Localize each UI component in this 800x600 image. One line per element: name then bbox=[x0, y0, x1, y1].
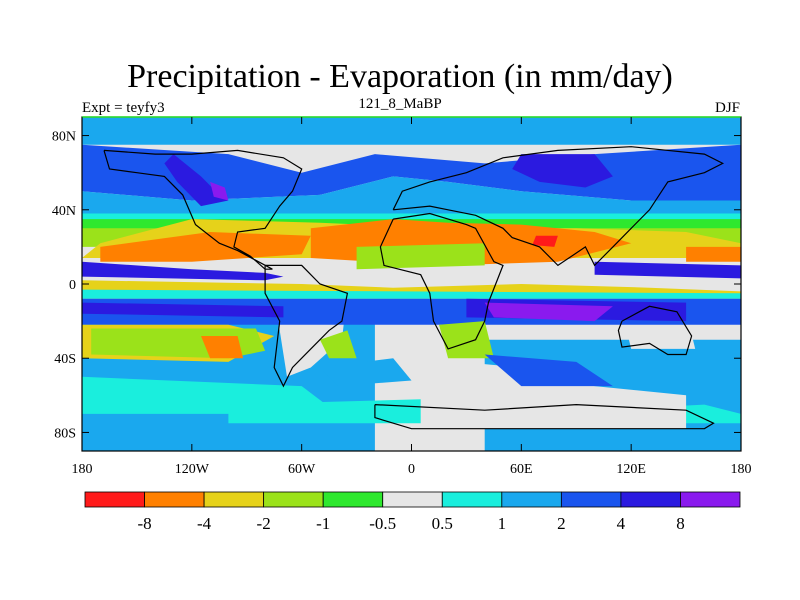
colorbar-label: -8 bbox=[137, 514, 151, 533]
field-region-22 bbox=[356, 243, 485, 270]
colorbar-swatch bbox=[441, 491, 503, 508]
x-tick-label: 60W bbox=[288, 462, 316, 477]
colorbar-swatch bbox=[144, 491, 205, 508]
colorbar-label: 2 bbox=[557, 514, 566, 533]
map-regions bbox=[82, 117, 741, 451]
field-region-30 bbox=[484, 302, 613, 322]
colorbar-label: 4 bbox=[617, 514, 626, 533]
field-region-34 bbox=[320, 330, 357, 359]
x-tick-label: 180 bbox=[72, 462, 93, 477]
field-region-28 bbox=[82, 302, 284, 318]
coastline-5 bbox=[374, 403, 715, 430]
y-tick-label: 40N bbox=[52, 204, 76, 219]
colorbar-swatch bbox=[84, 491, 145, 508]
colorbar-label: 0.5 bbox=[432, 514, 453, 533]
colorbar-swatch bbox=[203, 491, 265, 508]
field-region-6 bbox=[420, 358, 687, 429]
colorbar-swatch bbox=[680, 491, 741, 508]
page-title: Precipitation - Evaporation (in mm/day) bbox=[127, 58, 673, 95]
field-region-10 bbox=[82, 176, 741, 220]
field-region-20 bbox=[686, 246, 741, 262]
field-region-21 bbox=[532, 235, 558, 247]
x-tick-label: 120W bbox=[175, 462, 210, 477]
y-tick-label: 80S bbox=[54, 426, 76, 441]
coastline-2 bbox=[379, 212, 504, 350]
field-region-18 bbox=[100, 232, 311, 262]
colorbar-swatch bbox=[560, 491, 622, 508]
x-tick-label: 180 bbox=[731, 462, 752, 477]
colorbar-swatch bbox=[263, 491, 324, 508]
map-coastlines bbox=[103, 146, 725, 430]
coastline-3 bbox=[392, 146, 725, 267]
y-tick-label: 40S bbox=[54, 352, 76, 367]
field-region-24 bbox=[594, 261, 741, 279]
colorbar-swatch bbox=[501, 491, 562, 508]
field-region-8 bbox=[82, 117, 741, 145]
coastline-1 bbox=[264, 264, 349, 388]
field-region-36 bbox=[439, 321, 494, 359]
x-tick-label: 120E bbox=[616, 462, 646, 477]
colorbar-label: -2 bbox=[257, 514, 271, 533]
coastline-0 bbox=[103, 149, 303, 270]
field-region-23 bbox=[82, 261, 284, 281]
field-region-37 bbox=[484, 354, 613, 387]
colorbar-label: -4 bbox=[197, 514, 212, 533]
expt-label: Expt = teyfy3 bbox=[82, 100, 165, 116]
season-label: DJF bbox=[714, 100, 740, 116]
colorbar-label: 1 bbox=[498, 514, 507, 533]
run-label: 121_8_MaBP bbox=[358, 96, 442, 112]
field-region-13 bbox=[210, 181, 229, 201]
colorbar-label: 8 bbox=[676, 514, 685, 533]
colorbar-swatch bbox=[620, 491, 681, 508]
field-region-14 bbox=[512, 154, 613, 188]
field-region-12 bbox=[164, 154, 229, 207]
y-tick-label: 0 bbox=[69, 278, 76, 293]
y-axis: 80N 40N 0 40S 80S bbox=[52, 130, 741, 441]
x-tick-label: 0 bbox=[408, 462, 415, 477]
colorbar-label: -0.5 bbox=[369, 514, 396, 533]
field-region-35 bbox=[320, 358, 412, 387]
x-tick-label: 60E bbox=[510, 462, 533, 477]
field-region-26 bbox=[82, 289, 741, 299]
colorbar-swatch bbox=[382, 491, 443, 508]
colorbar-swatch bbox=[322, 491, 384, 508]
y-tick-label: 80N bbox=[52, 130, 76, 145]
colorbar: -8 -4 -2 -1 -0.5 0.5 1 2 4 8 bbox=[84, 491, 741, 533]
coastline-4 bbox=[617, 305, 693, 356]
x-axis: 180 120W 60W 0 60E 120E 180 bbox=[72, 117, 752, 477]
colorbar-label: -1 bbox=[316, 514, 330, 533]
field-region-33 bbox=[201, 336, 244, 359]
